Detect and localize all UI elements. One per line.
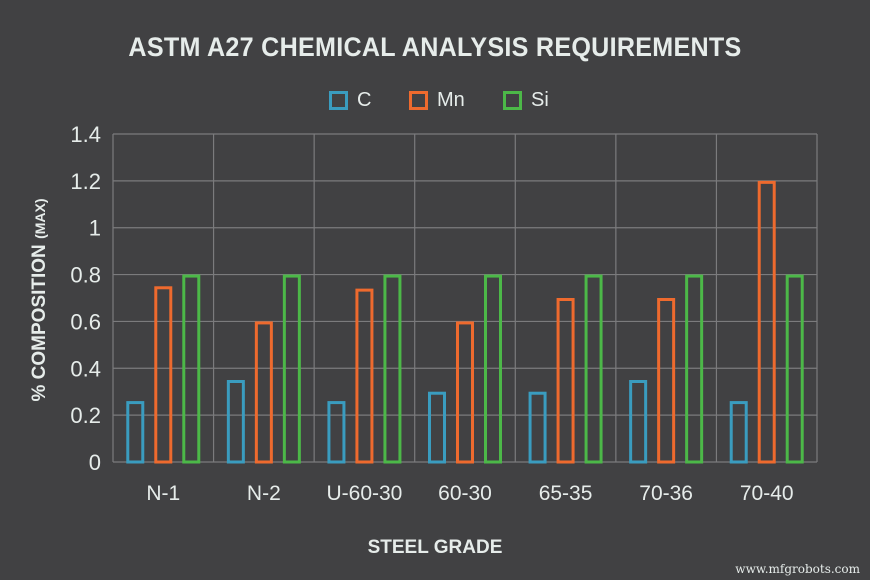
- bar-si: [383, 274, 402, 464]
- y-tick-label: 0.6: [70, 309, 101, 334]
- bar-mn: [456, 321, 474, 464]
- bar-c: [729, 401, 748, 464]
- x-tick-label: U-60-30: [326, 482, 402, 505]
- bar-c: [629, 380, 648, 464]
- legend-swatch-c: [329, 91, 348, 110]
- bar-mn: [556, 298, 575, 464]
- bar-c: [528, 391, 547, 464]
- legend-swatch-mn: [409, 91, 428, 110]
- chart-title: ASTM A27 CHEMICAL ANALYSIS REQUIREMENTS: [128, 32, 742, 62]
- y-tick-label: 0.2: [70, 403, 101, 428]
- bar-mn: [154, 286, 173, 464]
- y-tick-label: 1.2: [70, 169, 101, 194]
- bar-si: [282, 274, 301, 464]
- legend: C Mn Si: [0, 89, 870, 115]
- x-tick-label: 65-35: [539, 482, 593, 505]
- y-axis-label-suffix: (MAX): [32, 198, 48, 239]
- y-axis-label-main: % COMPOSITION: [29, 244, 50, 402]
- y-axis-label: % COMPOSITION (MAX): [29, 198, 51, 401]
- legend-label-c: C: [357, 89, 372, 111]
- bar-si: [685, 274, 704, 464]
- bar-mn: [757, 180, 776, 464]
- legend-label-mn: Mn: [437, 89, 465, 111]
- legend-item-mn: Mn: [409, 89, 465, 112]
- bar-mn: [657, 298, 676, 464]
- x-tick-label: N-1: [146, 482, 180, 505]
- bar-si: [182, 274, 201, 464]
- legend-label-si: Si: [531, 89, 549, 111]
- x-axis-label: STEEL GRADE: [367, 537, 503, 558]
- y-tick-label: 0.8: [70, 263, 101, 288]
- x-tick-label: 70-36: [639, 482, 693, 505]
- y-tick-label: 1: [89, 216, 101, 241]
- bar-c: [226, 380, 245, 464]
- legend-item-si: Si: [503, 89, 549, 112]
- bar-c: [327, 401, 346, 464]
- bar-si: [584, 274, 603, 464]
- y-tick-label: 1.4: [70, 122, 101, 147]
- watermark: www.mfgrobots.com: [735, 562, 860, 576]
- y-tick-label: 0: [89, 450, 101, 475]
- bar-si: [484, 274, 502, 464]
- bar-mn: [254, 321, 273, 464]
- bar-si: [785, 274, 804, 464]
- x-tick-label: N-2: [247, 482, 281, 505]
- y-tick-label: 0.4: [70, 356, 101, 381]
- bar-c: [126, 401, 145, 464]
- bar-c: [428, 391, 446, 464]
- bar-mn: [355, 288, 374, 464]
- legend-swatch-si: [503, 91, 522, 110]
- legend-item-c: C: [329, 89, 371, 112]
- x-tick-label: 60-30: [438, 482, 492, 505]
- x-tick-label: 70-40: [740, 482, 794, 505]
